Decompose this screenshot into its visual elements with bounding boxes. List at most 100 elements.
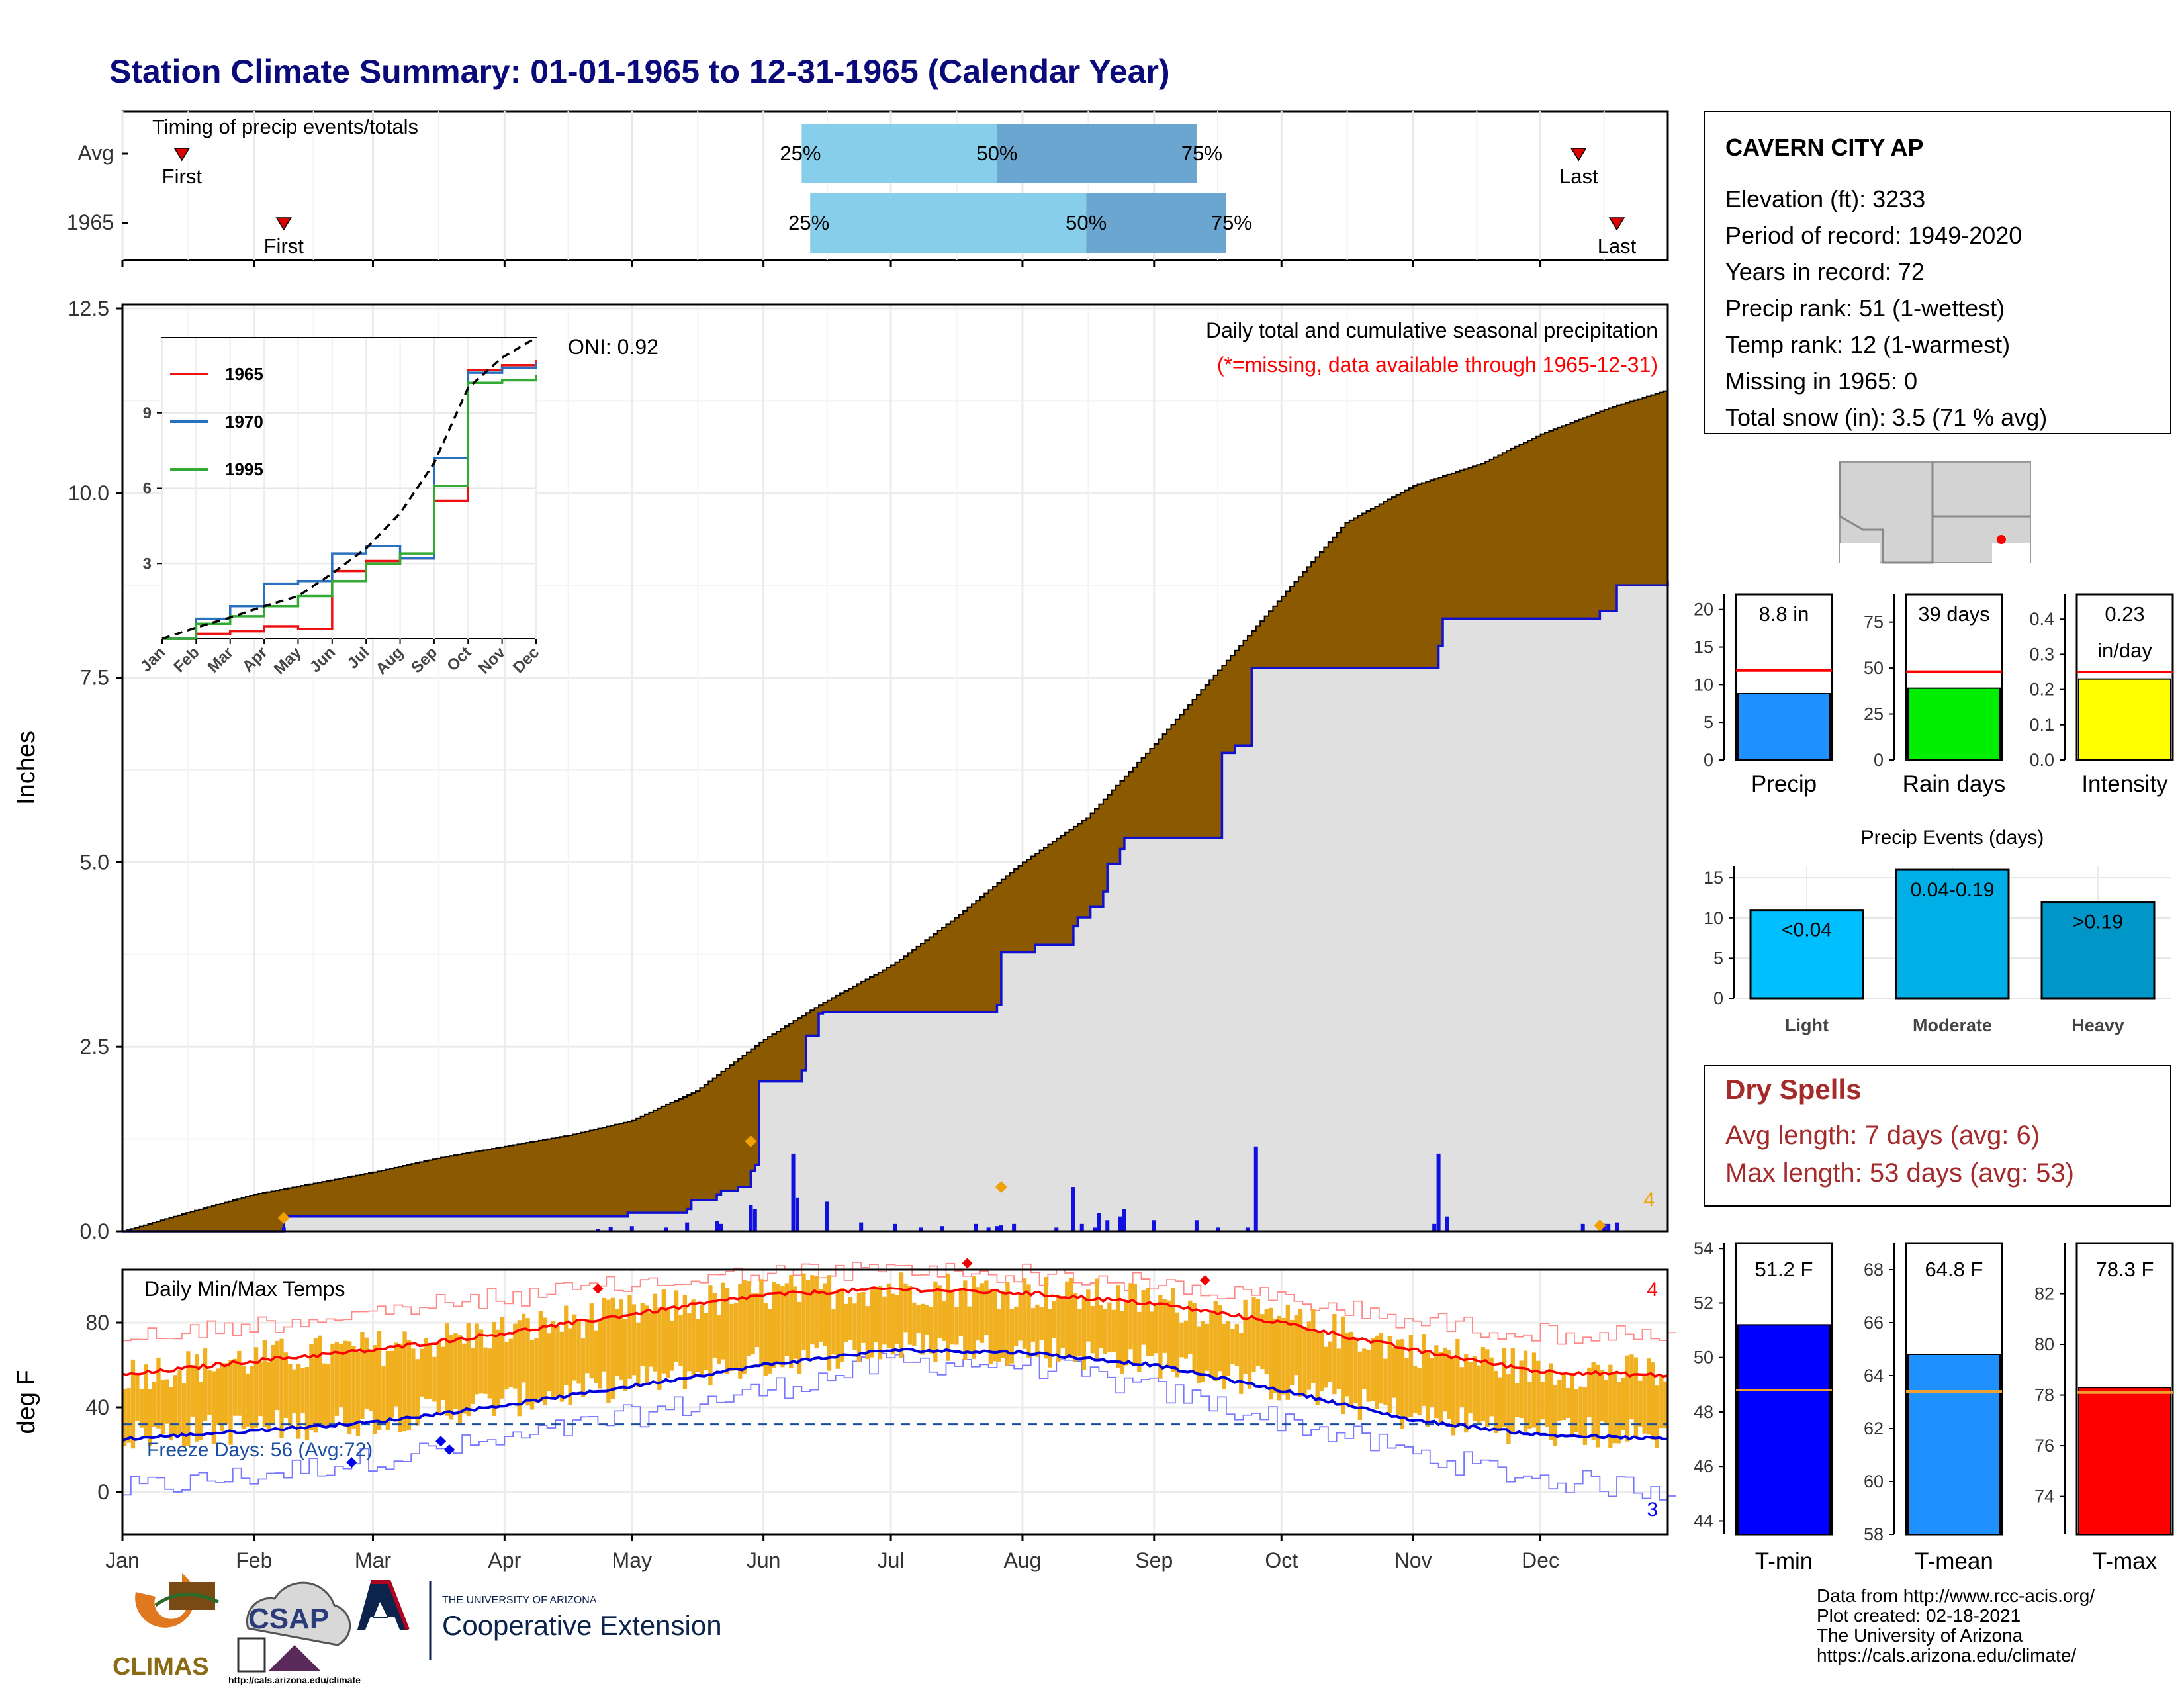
daily-temp-range-bar <box>903 1283 908 1333</box>
summary-ytick-label: 20 <box>1694 600 1713 620</box>
dry-spells-avg: Avg length: 7 days (avg: 6) <box>1725 1121 2040 1150</box>
daily-temp-range-bar <box>462 1343 467 1414</box>
daily-temp-range-bar <box>1421 1334 1426 1406</box>
daily-temp-range-bar <box>712 1293 717 1358</box>
daily-precip-bar <box>986 1227 991 1231</box>
daily-temp-range-bar <box>1150 1311 1154 1356</box>
daily-temp-range-bar <box>1099 1305 1103 1348</box>
daily-temp-range-bar <box>1052 1301 1057 1338</box>
summary-ytick-label: 10 <box>1694 675 1713 694</box>
daily-temp-range-bar <box>572 1314 577 1381</box>
station-info-line: Precip rank: 51 (1-wettest) <box>1725 295 2005 322</box>
temp-ytick-label: 0 <box>97 1480 109 1504</box>
summary-ytick-label: 25 <box>1864 704 1884 724</box>
daily-temp-range-bar <box>1485 1349 1490 1427</box>
daily-temp-range-bar <box>381 1366 386 1422</box>
daily-temp-range-bar <box>627 1295 632 1379</box>
daily-precip-bar <box>1012 1223 1017 1231</box>
daily-temp-range-bar <box>436 1342 441 1413</box>
daily-temp-range-bar <box>139 1388 144 1428</box>
daily-temp-range-bar <box>1065 1281 1069 1356</box>
ua-logo: THE UNIVERSITY OF ARIZONA Cooperative Ex… <box>357 1580 722 1660</box>
daily-temp-range-bar <box>1269 1307 1273 1400</box>
events-bar <box>1895 868 2010 1000</box>
daily-temp-range-bar <box>602 1297 607 1372</box>
daily-temp-range-bar <box>878 1286 883 1360</box>
daily-temp-range-bar <box>1480 1347 1486 1421</box>
temp-ytick-label: 80 <box>85 1311 109 1335</box>
record-high-marker <box>592 1283 604 1294</box>
daily-precip-bar <box>791 1153 796 1231</box>
daily-temp-range-bar <box>475 1323 479 1395</box>
daily-precip-bar <box>1432 1223 1437 1231</box>
daily-temp-range-bar <box>385 1350 390 1430</box>
daily-temp-range-bar <box>1022 1278 1027 1349</box>
precip-ytick-label: 0.0 <box>80 1219 109 1243</box>
daily-temp-range-bar <box>313 1338 318 1433</box>
temp-bar-ytick-label: 80 <box>2034 1335 2054 1354</box>
daily-temp-range-bar <box>1536 1360 1541 1434</box>
daily-temp-range-bar <box>746 1280 751 1356</box>
daily-temp-range-bar <box>912 1302 917 1346</box>
month-label: Feb <box>236 1548 272 1572</box>
daily-temp-range-bar <box>1141 1290 1146 1345</box>
daily-temp-range-bar <box>1179 1323 1184 1358</box>
summary-value-unit: in/day <box>2097 639 2152 662</box>
temp-bar-fill <box>1737 1324 1831 1536</box>
daily-temp-range-bar <box>1175 1312 1180 1378</box>
temp-bar-ytick-label: 44 <box>1694 1511 1713 1530</box>
daily-temp-range-bar <box>594 1330 598 1383</box>
ua-small-text: THE UNIVERSITY OF ARIZONA <box>442 1595 597 1606</box>
daily-temp-range-bar <box>937 1285 942 1338</box>
temp-count-high: 4 <box>1647 1279 1658 1301</box>
daily-temp-range-bar <box>1659 1376 1664 1429</box>
daily-temp-range-bar <box>691 1299 696 1376</box>
daily-precip-bar <box>999 1225 1003 1231</box>
avg-max-line <box>122 1286 1668 1378</box>
daily-temp-range-bar <box>1116 1285 1120 1368</box>
daily-temp-range-bar <box>292 1369 296 1413</box>
daily-temp-range-bar <box>576 1320 581 1384</box>
daily-temp-range-bar <box>1553 1384 1558 1446</box>
daily-temp-range-bar <box>696 1319 700 1372</box>
events-ytick-label: 15 <box>1704 868 1723 888</box>
daily-temp-range-bar <box>1277 1315 1282 1401</box>
daily-temp-range-bar <box>1281 1318 1286 1395</box>
daily-temp-range-bar <box>797 1301 802 1374</box>
daily-temp-range-bar <box>789 1275 794 1368</box>
daily-precip-bar <box>1436 1153 1441 1231</box>
summary-bar-name: Rain days <box>1903 771 2006 797</box>
daily-temp-range-bar <box>823 1283 827 1346</box>
summary-bar-fill <box>1737 693 1831 761</box>
precip-events-chart: Precip Events (days) 0 5 10 15 <0.04 Light 0.04… <box>1704 827 2171 1035</box>
year-cumulative-line <box>122 581 1669 1233</box>
daily-temp-range-bar <box>246 1373 250 1427</box>
footer-credit-line: The University of Arizona <box>1817 1625 2023 1646</box>
events-bar-label: 0.04-0.19 <box>1911 879 1995 901</box>
daily-temp-range-bar <box>1328 1341 1333 1382</box>
daily-temp-range-bar <box>262 1340 267 1427</box>
daily-temp-range-bar <box>207 1370 212 1415</box>
station-info-line: Total snow (in): 3.5 (71 % avg) <box>1725 404 2047 431</box>
events-bar <box>1749 909 1864 1000</box>
daily-temp-range-bar <box>1489 1357 1494 1417</box>
daily-temp-range-bar <box>1349 1331 1354 1407</box>
daily-temp-range-bar <box>920 1303 925 1355</box>
record-max-line <box>122 1262 1676 1345</box>
footer: CLIMAS CSAP http://cals.arizona.edu/clim… <box>113 1573 2095 1685</box>
daily-temp-range-bar <box>360 1331 365 1420</box>
daily-temp-range-bar <box>1438 1351 1443 1423</box>
daily-temp-range-bar <box>1251 1297 1256 1372</box>
daily-temp-range-bar <box>725 1288 730 1374</box>
daily-temp-range-bar <box>1396 1339 1400 1415</box>
station-info-line: Years in record: 72 <box>1725 258 1925 285</box>
daily-temp-range-bar <box>979 1283 985 1343</box>
daily-temp-range-bar <box>1549 1363 1553 1440</box>
footer-credit-line: Plot created: 02-18-2021 <box>1817 1605 2021 1626</box>
station-info-line: Missing in 1965: 0 <box>1725 367 1917 395</box>
temp-bar-ytick-label: 68 <box>1864 1260 1884 1280</box>
daily-temp-range-bar <box>1218 1305 1222 1372</box>
temp-bar-ytick-label: 50 <box>1694 1348 1713 1368</box>
timing-row-label: Avg <box>77 141 114 165</box>
temp-bar-name: T-max <box>2093 1548 2158 1574</box>
